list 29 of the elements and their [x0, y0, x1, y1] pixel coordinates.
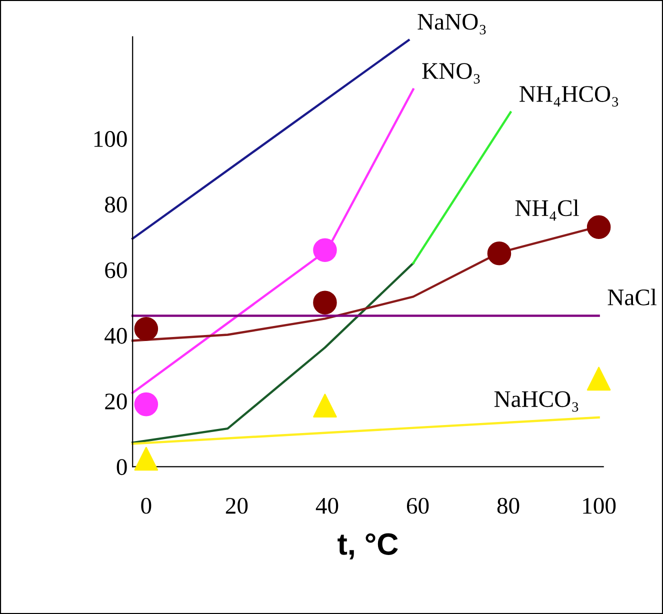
- point: [586, 366, 611, 391]
- y-tick-label: 60: [105, 262, 127, 278]
- point: [487, 241, 512, 266]
- x-tick-label: 20: [226, 498, 248, 514]
- series-label: NaHCO₃: [494, 391, 578, 412]
- point: [134, 446, 158, 471]
- x-tick-label: 0: [141, 498, 152, 514]
- y-tick-label: 80: [105, 196, 127, 213]
- point: [313, 238, 337, 262]
- series-label: NaNO₃: [418, 14, 486, 34]
- y-tick-label: 100: [94, 131, 127, 147]
- y-tick-label: 0: [116, 459, 127, 476]
- x-tick-label: 60: [406, 498, 429, 514]
- line-series: [131, 262, 414, 444]
- point: [586, 215, 611, 240]
- x-tick-label: 100: [583, 498, 616, 514]
- y-tick-label: 20: [105, 394, 127, 410]
- point: [134, 392, 158, 416]
- point: [134, 316, 158, 341]
- x-axis-title: t, °C: [338, 533, 398, 560]
- point: [313, 394, 337, 418]
- x-tick-label: 40: [316, 498, 338, 514]
- y-tick-label: 40: [104, 328, 127, 344]
- series-label: KNO₃: [422, 63, 480, 84]
- point: [313, 290, 337, 314]
- x-tick-label: 80: [497, 498, 520, 514]
- series-label: NH₄HCO₃: [520, 86, 618, 107]
- series-label: NH₄Cl: [515, 200, 579, 221]
- series-label: NaCl: [608, 288, 657, 306]
